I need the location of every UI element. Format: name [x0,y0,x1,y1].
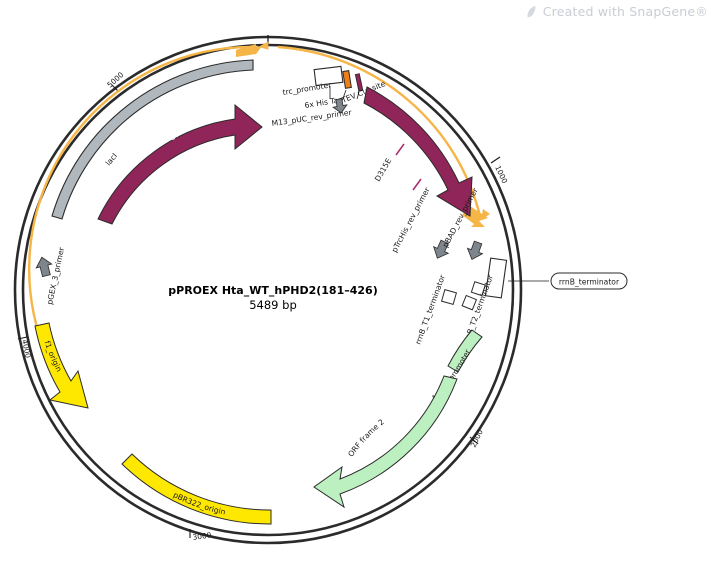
feature-label-orf-frame-2: ORF frame 2 [346,417,386,458]
feature-pbr322-origin[interactable]: pBR322_origin [121,453,272,525]
tick-label: 4000 [20,339,33,360]
callout-label-rrnb-terminator: rrnB_terminator [559,278,620,287]
feature-d315e[interactable]: D315E [373,143,405,183]
primer-label-ptrchis-rev: pTrcHis_rev_primer [390,185,432,254]
feature-label-d315e: D315E [373,157,393,183]
orange-arc-arrowhead-left [236,44,262,57]
feature-label-lacI: lacI [104,151,119,167]
tick-4000: 4000 [17,336,33,360]
tick-2000: 2000 [469,428,485,449]
feature-label-trc-promoter: trc_promoter [282,80,333,97]
snapgene-watermark: Created with SnapGene® [525,4,708,19]
feature-f1-origin[interactable]: f1_origin [34,322,89,409]
primer-pgex-3[interactable]: pGEX_3_primer [34,246,66,306]
watermark-label: Created with SnapGene® [542,4,708,19]
callout-rrnb-terminator[interactable]: rrnB_terminator [550,272,628,290]
snapgene-leaf-icon [527,5,536,17]
plasmid-center-label: pPROEX Hta_WT_hPHD2(181–426) 5489 bp [168,284,377,312]
tick-label: 2000 [469,428,485,449]
primer-ptrchis-rev[interactable]: pTrcHis_rev_primer [390,178,452,261]
tick-3000: 3000 [189,529,212,542]
primer-label-m13-puc-rev: M13_pUC_rev_primer [271,108,353,128]
feature-lacI[interactable]: lacI [51,59,254,220]
tick-1000: 1000 [490,156,509,185]
feature-rrnb-t1-terminator[interactable]: rrnB_T1_terminator [413,273,458,346]
feature-orf-frame-2[interactable]: ORF frame 2 [313,375,458,509]
plasmid-size: 5489 bp [249,298,297,312]
feature-rrnb-terminator[interactable]: rrnB_terminator [484,257,628,299]
tick-label: 3000 [192,530,212,542]
feature-label-rrnb-t1-terminator: rrnB_T1_terminator [413,273,447,346]
plasmid-name: pPROEX Hta_WT_hPHD2(181–426) [168,284,377,297]
feature-trc-promoter[interactable]: trc_promoter [282,65,344,99]
